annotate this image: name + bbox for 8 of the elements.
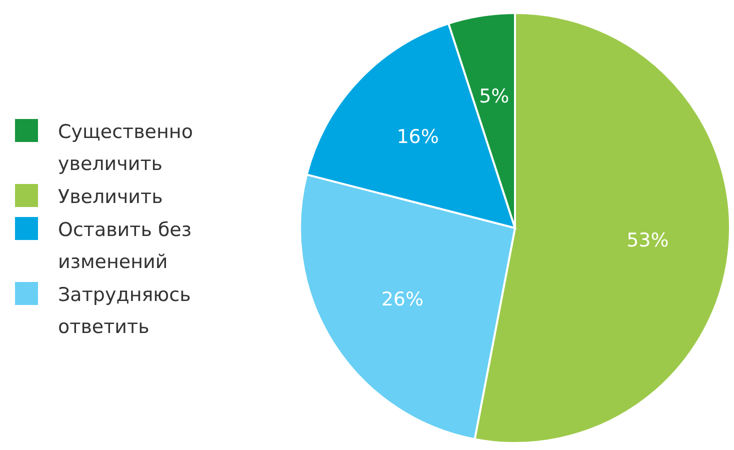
legend-label: Затрудняюсь ответить xyxy=(58,284,191,338)
legend-label: Оставить без изменений xyxy=(58,219,192,273)
data-label: 26% xyxy=(381,288,424,310)
legend-label: Существенно увеличить xyxy=(58,121,193,175)
legend-label: Увеличить xyxy=(58,186,163,208)
data-label: 53% xyxy=(626,230,669,252)
data-label: 16% xyxy=(396,126,439,148)
data-label: 5% xyxy=(479,85,510,108)
